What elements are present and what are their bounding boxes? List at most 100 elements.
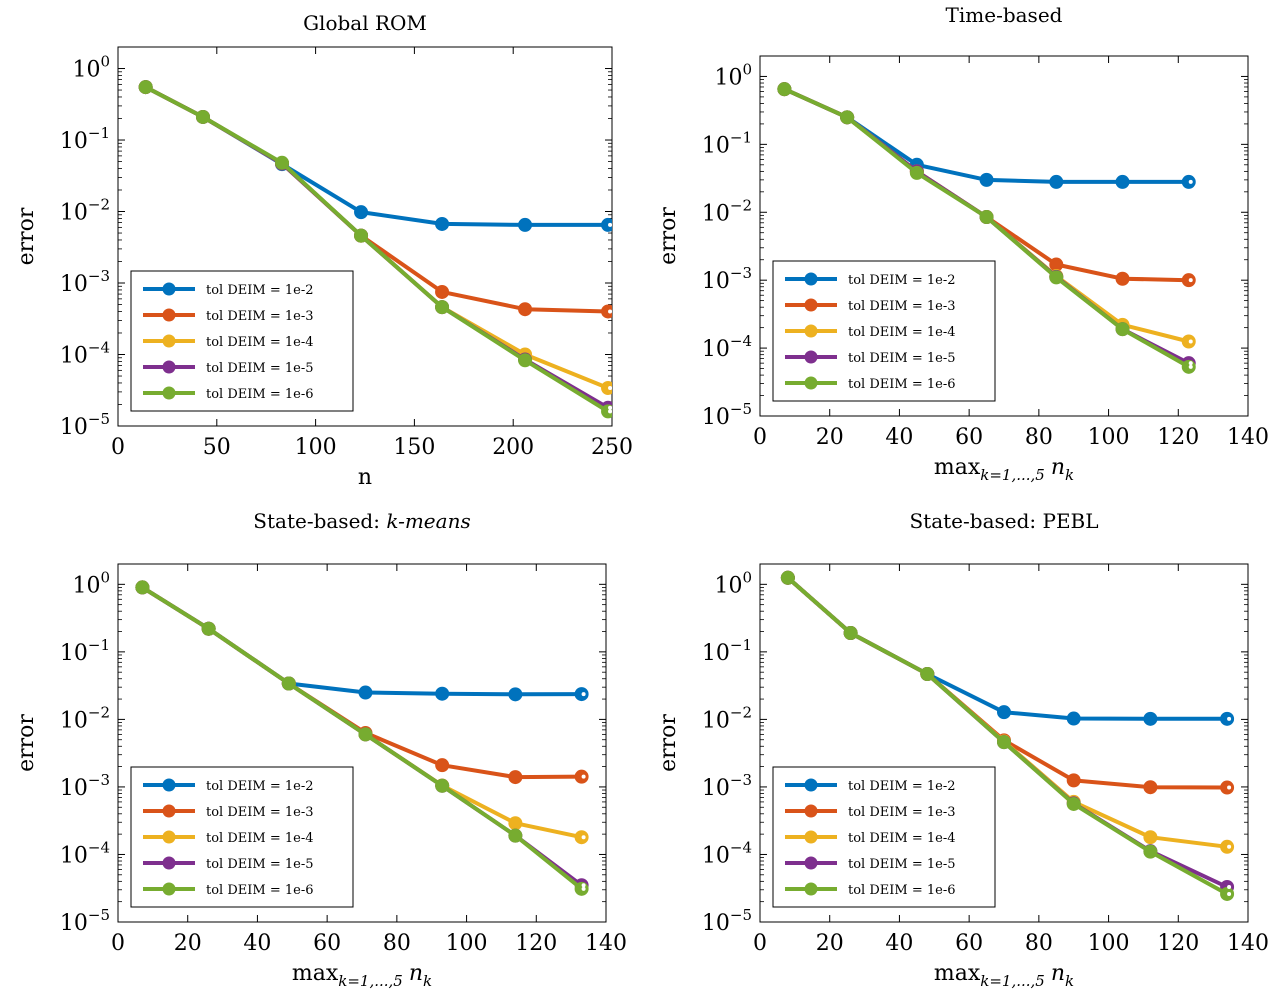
series-5-point [780,570,795,585]
series-1-point [979,172,994,187]
series-5-point [201,621,216,636]
series-2-end-highlight [1188,278,1193,283]
y-tick-label: 100 [72,568,110,598]
y-tick-label: 10−1 [60,636,110,666]
y-tick-label: 10−5 [702,400,752,430]
y-axis-label: error [14,207,39,265]
legend: tol DEIM = 1e-2 tol DEIM = 1e-3 tol DEIM =… [772,766,996,908]
legend-marker-2 [804,298,818,312]
x-tick-label: 120 [1157,931,1199,956]
series-1-end-highlight [1188,179,1193,184]
x-tick-label: 60 [955,931,983,956]
x-tick-label: 60 [313,931,341,956]
plot-series-group [777,82,1196,374]
series-1-end-highlight [581,692,586,697]
legend-label-5: tol DEIM = 1e-6 [206,387,314,402]
series-3-point [1143,830,1158,845]
plot-area-frame [117,563,607,923]
chart-panel-1: 10−5 10−4 10−3 10−2 10−1 100 0 50 100 150 200 250 Gl… [14,11,633,490]
legend-label-2: tol DEIM = 1e-3 [206,309,314,324]
x-axis-label: maxk=1,...,5 nk [934,455,1074,484]
series-1-point [435,686,450,701]
series-2-point [1049,257,1064,272]
chart-title: Global ROM [303,11,427,35]
legend-marker-3 [804,324,818,338]
series-2-point [435,758,450,773]
legend-marker-1 [162,282,176,296]
legend: tol DEIM = 1e-2 tol DEIM = 1e-3 tol DEIM =… [772,260,996,402]
x-tick-label: 0 [753,425,767,450]
series-2-end-highlight [581,774,586,779]
y-tick-label: 10−3 [60,771,110,801]
series-4-end-highlight [1227,884,1232,889]
series-5-point [358,727,373,742]
series-line-1 [144,85,608,227]
y-tick-label: 10−3 [702,771,752,801]
legend-marker-4 [162,360,176,374]
chart-title: State-based: k-means [253,509,470,533]
series-3-point [508,816,523,831]
series-5-point [997,735,1011,750]
y-tick-label: 10−4 [702,838,752,868]
x-tick-label: 0 [753,931,767,956]
legend-marker-5 [162,386,176,400]
plot-area-frame [759,563,1249,923]
x-tick-label: 80 [1025,931,1053,956]
legend-label-1: tol DEIM = 1e-2 [206,779,314,794]
y-tick-label: 10−4 [702,332,752,362]
series-5-point [508,828,523,843]
series-1-point [997,705,1011,720]
legend-label-1: tol DEIM = 1e-2 [848,273,956,288]
legend-marker-5 [162,882,176,896]
x-tick-label: 140 [1227,425,1269,450]
legend-label-4: tol DEIM = 1e-5 [848,857,956,872]
legend-marker-3 [162,334,176,348]
chart-title: Time-based [946,3,1063,27]
x-tick-label: 80 [1025,425,1053,450]
series-1-point [508,687,523,702]
x-axis-label: maxk=1,...,5 nk [292,961,432,990]
y-tick-label: 10−1 [60,124,110,154]
x-tick-label: 0 [111,931,125,956]
legend-marker-4 [804,856,818,870]
legend-label-4: tol DEIM = 1e-5 [206,361,314,376]
series-3-end-highlight [581,835,586,840]
legend-marker-3 [804,830,818,844]
y-tick-label: 10−5 [60,410,110,440]
legend-label-4: tol DEIM = 1e-5 [848,351,956,366]
x-axis-label: maxk=1,...,5 nk [934,961,1074,990]
x-tick-label: 140 [585,931,627,956]
series-5-point [920,667,935,682]
x-tick-label: 40 [885,931,913,956]
y-axis-label: error [656,714,681,772]
series-5-point [843,626,858,641]
series-5-point [1115,322,1130,337]
series-5-point [281,676,296,691]
legend-marker-2 [804,804,818,818]
legend-marker-2 [162,804,176,818]
series-line-2 [786,576,1228,790]
x-tick-label: 120 [515,931,557,956]
x-tick-label: 0 [111,435,125,460]
legend-label-2: tol DEIM = 1e-3 [206,805,314,820]
series-3-end-highlight [608,386,612,391]
legend-marker-4 [162,856,176,870]
series-5-point [275,155,290,170]
legend: tol DEIM = 1e-2 tol DEIM = 1e-3 tol DEIM =… [130,766,354,908]
y-tick-label: 10−2 [702,196,752,226]
series-5-point [979,210,994,225]
series-1-point [354,205,369,220]
legend: tol DEIM = 1e-2 tol DEIM = 1e-3 tol DEIM =… [130,270,354,412]
series-5-point [1143,844,1158,859]
series-line-1 [783,87,1189,184]
x-tick-label: 200 [492,435,534,460]
series-5-point [195,109,210,124]
series-5-end-highlight [608,409,612,414]
legend-marker-1 [804,778,818,792]
legend-label-1: tol DEIM = 1e-2 [848,779,956,794]
series-line-1 [786,576,1228,721]
y-axis-label: error [656,207,681,265]
series-5-point [777,82,792,97]
x-axis-label: n [358,465,372,490]
chart-panel-4: 10−5 10−4 10−3 10−2 10−1 100 0 20 40 60 80 100 120 14… [656,509,1269,990]
